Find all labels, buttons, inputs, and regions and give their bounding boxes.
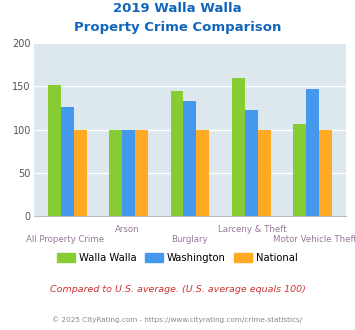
Text: Burglary: Burglary xyxy=(171,235,208,244)
Bar xyxy=(122,129,135,216)
Bar xyxy=(232,78,245,216)
Text: Compared to U.S. average. (U.S. average equals 100): Compared to U.S. average. (U.S. average … xyxy=(50,285,305,294)
Bar xyxy=(319,129,332,216)
Legend: Walla Walla, Washington, National: Walla Walla, Washington, National xyxy=(53,249,302,267)
Bar xyxy=(109,129,122,216)
Bar xyxy=(74,129,87,216)
Text: 2019 Walla Walla: 2019 Walla Walla xyxy=(113,2,242,15)
Text: All Property Crime: All Property Crime xyxy=(26,235,104,244)
Text: Larceny & Theft: Larceny & Theft xyxy=(218,225,287,234)
Text: © 2025 CityRating.com - https://www.cityrating.com/crime-statistics/: © 2025 CityRating.com - https://www.city… xyxy=(53,317,302,323)
Bar xyxy=(171,90,184,216)
Bar xyxy=(245,110,258,216)
Text: Motor Vehicle Theft: Motor Vehicle Theft xyxy=(273,235,355,244)
Bar xyxy=(61,107,74,216)
Bar xyxy=(258,129,271,216)
Bar xyxy=(196,129,209,216)
Bar xyxy=(306,89,319,216)
Bar xyxy=(293,124,306,216)
Bar xyxy=(135,129,148,216)
Bar xyxy=(48,85,61,216)
Text: Property Crime Comparison: Property Crime Comparison xyxy=(74,21,281,34)
Bar xyxy=(184,101,196,216)
Text: Arson: Arson xyxy=(115,225,140,234)
